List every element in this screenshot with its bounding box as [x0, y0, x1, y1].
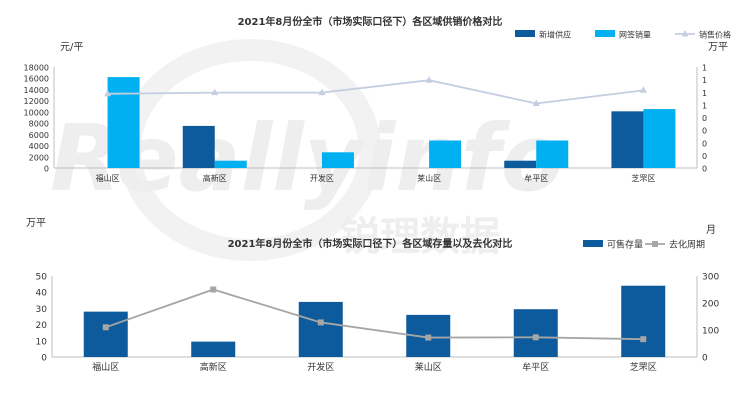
legend-swatch	[515, 30, 535, 37]
marker-去化周期	[210, 286, 217, 293]
chart2-right-unit: 月	[706, 224, 716, 236]
x-tick-label: 牟平区	[522, 361, 549, 373]
chart2-left-unit: 万平	[26, 218, 46, 229]
bar-网签销量	[429, 140, 462, 168]
y-tick-label: 10000	[24, 108, 49, 117]
bar-新增供应	[504, 160, 537, 168]
x-tick-label: 福山区	[96, 173, 120, 183]
y-tick-label: 0	[44, 165, 49, 174]
bar-可售存量	[191, 341, 236, 357]
y2-tick-label: 0	[702, 354, 708, 364]
bar-网签销量	[107, 77, 140, 168]
y2-tick-label: 1	[702, 64, 707, 73]
x-tick-label: 高新区	[200, 361, 227, 373]
y2-tick-label: 0	[702, 114, 707, 123]
y-tick-label: 4000	[29, 142, 49, 151]
legend-label: 可售存量	[607, 239, 643, 251]
y2-tick-label: 0	[702, 139, 707, 148]
y-tick-label: 14000	[24, 86, 49, 95]
x-tick-label: 高新区	[203, 173, 227, 183]
y2-tick-label: 1	[702, 89, 707, 98]
marker-销售价格	[425, 76, 433, 83]
marker-去化周期	[425, 334, 432, 341]
y2-tick-label: 1	[702, 76, 707, 85]
marker-销售价格	[532, 99, 540, 107]
bar-网签销量	[214, 160, 247, 168]
x-tick-label: 牟平区	[524, 173, 548, 183]
legend-label: 去化周期	[669, 239, 705, 251]
legend-marker	[652, 241, 658, 247]
y2-tick-label: 0	[702, 165, 707, 174]
x-tick-label: 芝罘区	[631, 173, 655, 183]
line-去化周期	[105, 288, 644, 341]
y2-tick-label: 300	[702, 273, 719, 283]
y2-tick-label: 100	[702, 327, 719, 337]
marker-去化周期	[102, 324, 109, 331]
bar-可售存量	[298, 301, 343, 357]
watermark-chinese: 锐理数据	[340, 214, 500, 260]
y-tick-label: 10	[36, 337, 48, 347]
y-tick-label: 16000	[24, 75, 49, 84]
x-tick-label: 开发区	[307, 361, 334, 373]
bar-可售存量	[83, 311, 128, 357]
marker-销售价格	[104, 89, 112, 97]
y2-tick-label: 1	[702, 101, 707, 110]
legend-swatch	[583, 240, 603, 247]
marker-销售价格	[211, 88, 219, 96]
y2-tick-label: 0	[702, 152, 707, 161]
y-tick-label: 2000	[29, 153, 49, 162]
legend-label: 销售价格	[699, 30, 731, 40]
bar-可售存量	[513, 309, 558, 357]
y-tick-label: 12000	[24, 97, 49, 106]
chart2-plot: 0 10 20 30 40 50 0 100 200 300 福山区 高新区 开发区 莱山区 牟平区 芝罘区 可…	[36, 239, 720, 374]
x-tick-label: 福山区	[92, 361, 119, 373]
chart1-title: 2021年8月份全市（市场实际口径下）各区域供销价格对比	[238, 15, 503, 28]
legend-label: 新增供应	[539, 30, 571, 40]
legend-swatch	[595, 30, 615, 37]
chart1-plot: 0200040006000800010000120001400016000180…	[24, 30, 731, 184]
y2-tick-label: 200	[702, 300, 719, 310]
y-tick-label: 6000	[29, 131, 49, 140]
x-tick-label: 芝罘区	[630, 361, 657, 373]
y-tick-label: 40	[36, 289, 48, 299]
y-tick-label: 20	[36, 321, 48, 331]
legend-marker	[681, 30, 689, 37]
marker-去化周期	[317, 319, 324, 326]
y-tick-label: 18000	[24, 64, 49, 73]
y2-tick-label: 0	[702, 127, 707, 136]
bar-新增供应	[182, 125, 215, 168]
y-tick-label: 50	[36, 273, 48, 283]
x-tick-label: 莱山区	[417, 173, 441, 183]
y-tick-label: 30	[36, 305, 48, 315]
bar-网签销量	[321, 152, 354, 168]
line-销售价格	[107, 79, 644, 105]
bar-可售存量	[621, 285, 666, 357]
y-tick-label: 8000	[29, 120, 49, 129]
bar-网签销量	[643, 109, 676, 168]
x-tick-label: 开发区	[310, 173, 334, 183]
chart1-right-unit: 万平	[708, 42, 728, 53]
x-tick-label: 莱山区	[415, 361, 442, 373]
bar-网签销量	[536, 140, 569, 168]
chart1-left-unit: 元/平	[60, 42, 83, 53]
marker-销售价格	[639, 86, 647, 93]
chart2-title: 2021年8月份全市（市场实际口径下）各区域存量以及去化对比	[228, 237, 513, 250]
marker-销售价格	[318, 88, 326, 96]
bar-新增供应	[611, 111, 644, 168]
y-tick-label: 0	[41, 354, 47, 364]
marker-去化周期	[532, 334, 539, 341]
legend-label: 网签销量	[619, 30, 651, 40]
marker-去化周期	[640, 336, 647, 343]
